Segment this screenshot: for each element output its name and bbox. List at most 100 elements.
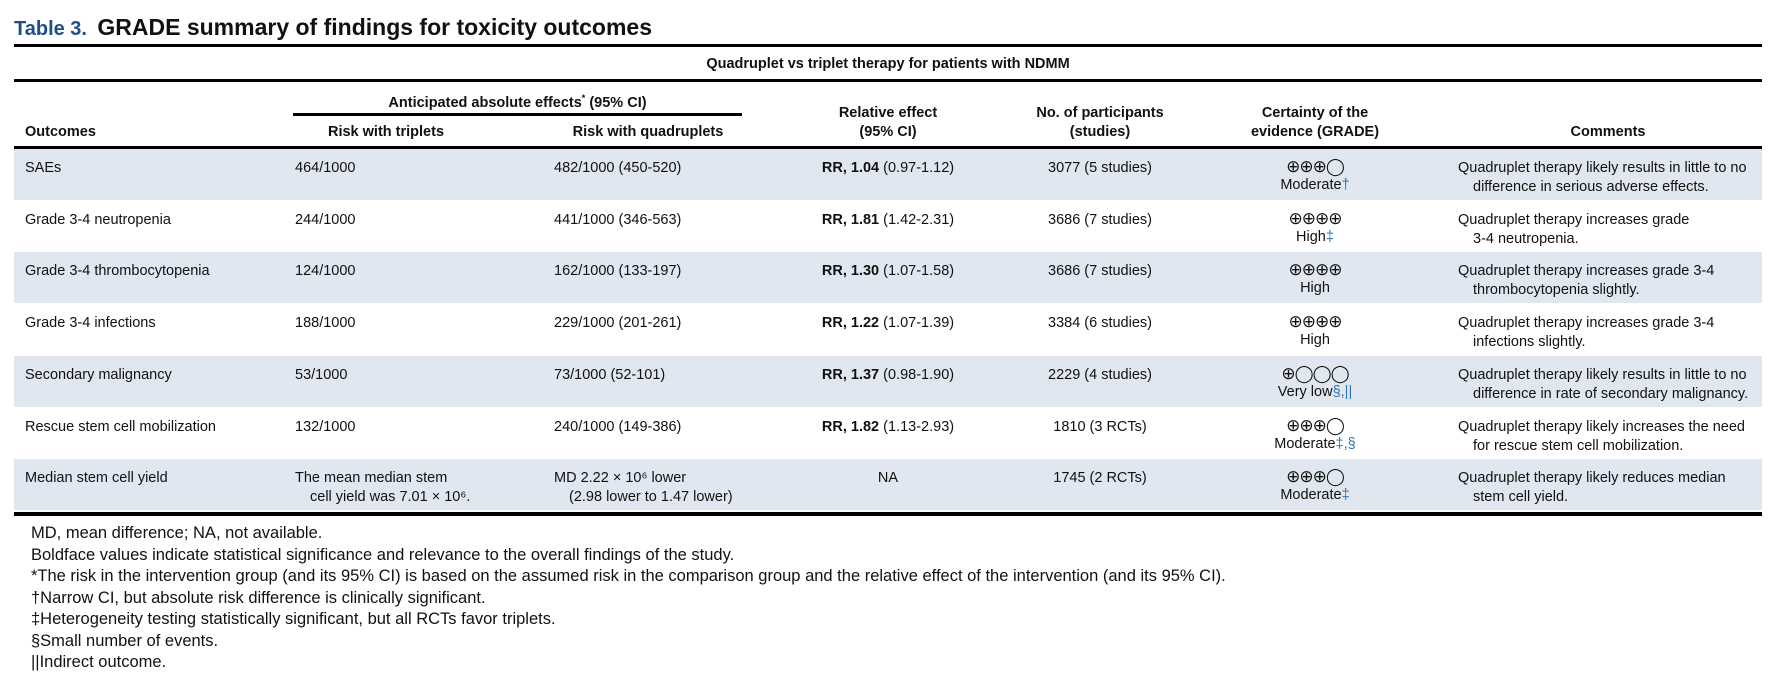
triplets-text: 188/1000	[295, 315, 356, 332]
triplets-cell: 244/1000	[295, 211, 535, 230]
quadruplets-cell: 162/1000 (133-197)	[554, 262, 794, 281]
certainty-label: High‡	[1215, 228, 1415, 247]
outcome-cell: Median stem cell yield	[25, 469, 285, 488]
table-row: Rescue stem cell mobilization 132/1000 240…	[14, 408, 1762, 459]
triplets-cell: The mean median stem cell yield was 7.01 …	[295, 469, 535, 507]
triplets-text: 464/1000	[295, 160, 356, 176]
header-anticipated-mark: *	[581, 93, 586, 103]
triplets-text: The mean median stem	[295, 470, 448, 487]
certainty-symbols: ⊕⊕⊕⊕	[1288, 208, 1343, 228]
certainty-label-text: Moderate	[1280, 487, 1342, 504]
comment-text: Quadruplet therapy likely increases the …	[1458, 418, 1745, 435]
header-certainty-line2: evidence (GRADE)	[1250, 124, 1380, 140]
outcome-text: Grade 3-4 neutropenia	[25, 211, 171, 228]
certainty-cell: ⊕⊕⊕◯ Moderate‡	[1215, 467, 1415, 505]
certainty-label-text: High	[1300, 332, 1330, 349]
relative-effect-value: RR, 1.81	[821, 211, 880, 228]
relative-effect-ci: (1.13-2.93)	[879, 418, 955, 435]
quadruplets-text: MD 2.22 × 10⁶ lower	[554, 470, 687, 487]
footnote-line: Boldface values indicate statistical sig…	[31, 545, 735, 564]
comment-text: 3-4 neutropenia.	[1473, 230, 1579, 247]
header-certainty: Certainty of the evidence (GRADE)	[1215, 104, 1415, 142]
header-anticipated: Anticipated absolute effects* (95% CI)	[293, 89, 742, 113]
header-participants-line2: (studies)	[1069, 124, 1131, 140]
certainty-label: Moderate‡	[1215, 486, 1415, 505]
certainty-footnote-mark: †	[1341, 177, 1350, 193]
triplets-text: 244/1000	[295, 211, 356, 228]
header-anticipated-ci: (95% CI)	[585, 94, 647, 111]
triplets-text: 124/1000	[295, 263, 356, 280]
comment-cell: Quadruplet therapy increases grade 3-4 ne…	[1458, 211, 1758, 249]
relative-effect-value: RR, 1.37	[821, 366, 880, 383]
comment-cell: Quadruplet therapy increases grade 3-4 th…	[1458, 262, 1758, 300]
participants-cell: 3686 (7 studies)	[1000, 262, 1200, 281]
relative-effect-ci: (1.42-2.31)	[879, 211, 955, 228]
triplets-cell: 53/1000	[295, 366, 535, 385]
certainty-symbols: ⊕⊕⊕⊕	[1288, 260, 1343, 280]
relative-effect-ci: (1.07-1.39)	[879, 315, 955, 332]
certainty-footnote-mark: ‡,§	[1335, 435, 1356, 452]
comment-text: difference in serious adverse effects.	[1473, 179, 1709, 195]
outcome-text: Rescue stem cell mobilization	[25, 418, 216, 435]
header-relative-line1: Relative effect	[838, 105, 938, 121]
certainty-footnote-mark: §,||	[1332, 383, 1353, 400]
certainty-label-text: High	[1296, 228, 1326, 245]
comment-cell: Quadruplet therapy likely results in lit…	[1458, 159, 1758, 197]
quadruplets-cell: 229/1000 (201-261)	[554, 314, 794, 333]
footnote-line: ||Indirect outcome.	[31, 653, 167, 671]
comment-text: Quadruplet therapy likely results in lit…	[1458, 160, 1747, 176]
header-comments: Comments	[1570, 124, 1646, 140]
quadruplets-cell: MD 2.22 × 10⁶ lower (2.98 lower to 1.47 l…	[554, 469, 794, 507]
header-anticipated-text: Anticipated absolute effects	[388, 94, 582, 111]
participants-text: 2229 (4 studies)	[1048, 366, 1152, 383]
anticipated-underline	[293, 113, 742, 116]
certainty-footnote-mark: ‡	[1341, 487, 1350, 504]
footnote-line: ‡Heterogeneity testing statistically sig…	[31, 610, 556, 628]
outcome-text: Grade 3-4 thrombocytopenia	[25, 263, 210, 280]
header-participants: No. of participants (studies)	[1000, 104, 1200, 142]
quadruplets-cell: 73/1000 (52-101)	[554, 366, 794, 385]
participants-cell: 3384 (6 studies)	[1000, 314, 1200, 333]
certainty-cell: ⊕⊕⊕⊕ High	[1215, 260, 1415, 298]
comment-text: Quadruplet therapy likely reduces median	[1458, 470, 1726, 487]
relative-effect-value: RR, 1.30	[821, 263, 880, 280]
quadruplets-text: 229/1000 (201-261)	[554, 315, 682, 332]
certainty-cell: ⊕⊕⊕◯ Moderate‡,§	[1215, 416, 1415, 454]
header-relative-line2: (95% CI)	[859, 124, 917, 140]
bottom-rule	[14, 512, 1762, 516]
certainty-cell: ⊕⊕⊕◯ Moderate†	[1215, 157, 1415, 195]
relative-effect-value: RR, 1.04	[821, 160, 880, 176]
quadruplets-text: (2.98 lower to 1.47 lower)	[569, 489, 733, 506]
table-number: Table 3.	[14, 18, 87, 40]
table-title-text: GRADE summary of findings for toxicity o…	[97, 14, 653, 40]
outcome-text: SAEs	[25, 160, 62, 176]
relative-effect-cell: NA	[790, 469, 986, 488]
comment-text: for rescue stem cell mobilization.	[1473, 437, 1684, 454]
triplets-text: 132/1000	[295, 418, 356, 435]
certainty-cell: ⊕⊕⊕⊕ High‡	[1215, 209, 1415, 247]
table-row: SAEs 464/1000 482/1000 (450-520) RR, 1.04 (…	[14, 149, 1762, 200]
outcome-text: Grade 3-4 infections	[25, 315, 156, 332]
participants-cell: 2229 (4 studies)	[1000, 366, 1200, 385]
header-relative-effect: Relative effect (95% CI)	[790, 104, 986, 142]
certainty-symbols: ⊕⊕⊕⊕	[1288, 312, 1343, 332]
certainty-label: Moderate‡,§	[1215, 435, 1415, 454]
outcome-cell: Grade 3-4 thrombocytopenia	[25, 262, 285, 281]
comment-text: Quadruplet therapy increases grade 3-4	[1458, 263, 1715, 280]
outcome-cell: Secondary malignancy	[25, 366, 285, 385]
quadruplets-cell: 482/1000 (450-520)	[554, 159, 794, 178]
table-row: Grade 3-4 infections 188/1000 229/1000 (20…	[14, 304, 1762, 355]
quadruplets-cell: 240/1000 (149-386)	[554, 418, 794, 437]
participants-cell: 1745 (2 RCTs)	[1000, 469, 1200, 488]
certainty-cell: ⊕◯◯◯ Very low§,||	[1215, 364, 1415, 402]
header-participants-line1: No. of participants	[1036, 105, 1164, 121]
table-row: Grade 3-4 thrombocytopenia 124/1000 162/10…	[14, 252, 1762, 304]
table-title: Table 3. GRADE summary of findings for t…	[14, 14, 652, 41]
certainty-label-text: Moderate	[1274, 435, 1336, 452]
relative-effect-value: RR, 1.22	[821, 315, 880, 332]
participants-cell: 3686 (7 studies)	[1000, 211, 1200, 230]
outcome-cell: Rescue stem cell mobilization	[25, 418, 285, 437]
triplets-cell: 132/1000	[295, 418, 535, 437]
participants-text: 3686 (7 studies)	[1048, 211, 1152, 228]
